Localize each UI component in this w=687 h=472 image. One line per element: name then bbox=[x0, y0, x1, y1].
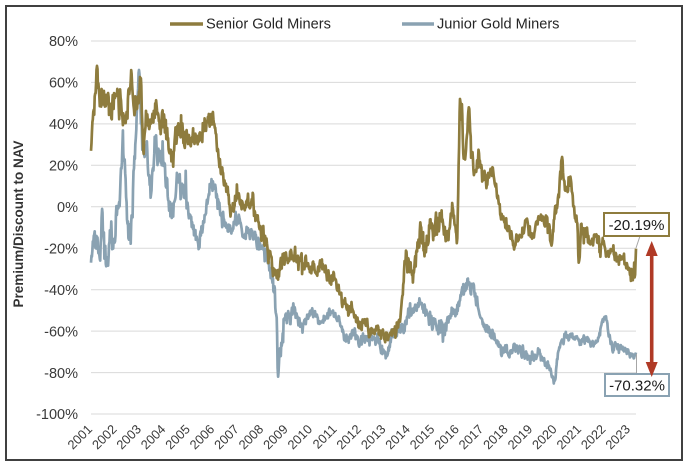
svg-text:Premium/Discount to NAV: Premium/Discount to NAV bbox=[11, 140, 26, 307]
svg-text:60%: 60% bbox=[49, 76, 78, 92]
svg-text:-60%: -60% bbox=[44, 324, 78, 340]
svg-text:-70.32%: -70.32% bbox=[609, 378, 665, 395]
svg-text:-20%: -20% bbox=[44, 241, 78, 257]
svg-text:0%: 0% bbox=[57, 200, 78, 216]
svg-text:20%: 20% bbox=[49, 159, 78, 175]
svg-text:Senior Gold Miners: Senior Gold Miners bbox=[206, 17, 331, 33]
svg-text:-80%: -80% bbox=[44, 366, 78, 382]
svg-text:80%: 80% bbox=[49, 34, 78, 50]
svg-text:-20.19%: -20.19% bbox=[609, 217, 665, 234]
svg-text:-40%: -40% bbox=[44, 283, 78, 299]
svg-text:40%: 40% bbox=[49, 117, 78, 133]
svg-text:-100%: -100% bbox=[36, 407, 78, 423]
svg-text:Junior Gold Miners: Junior Gold Miners bbox=[437, 17, 559, 33]
